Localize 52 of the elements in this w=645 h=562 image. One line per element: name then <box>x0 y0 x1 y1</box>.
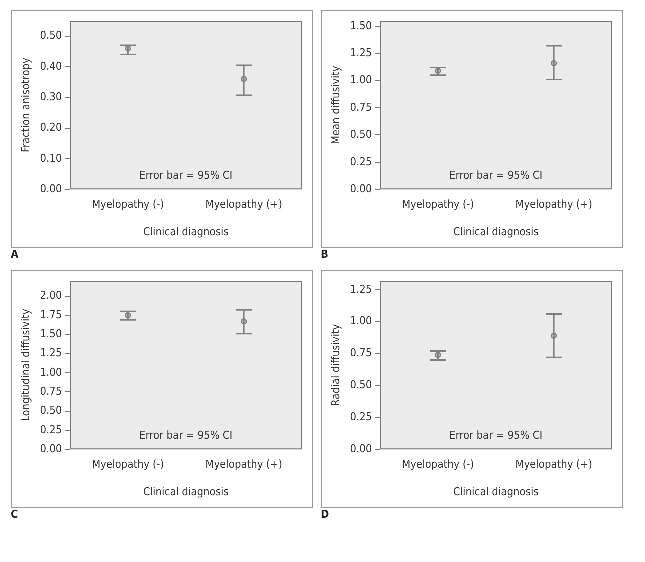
y-axis-title: Longitudinal diffusivity <box>19 308 32 422</box>
y-tick-label: 1.00 <box>350 314 372 328</box>
annotation: Error bar = 95% CI <box>140 168 233 182</box>
y-axis-title: Radial diffusivity <box>329 324 342 406</box>
y-tick-label: 0.50 <box>40 404 62 418</box>
x-tick-label: Myelopathy (+) <box>516 198 593 212</box>
y-tick-label: 1.75 <box>40 308 62 322</box>
y-tick-label: 0.50 <box>350 378 372 392</box>
y-tick-label: 0.50 <box>350 128 372 142</box>
x-axis-title: Clinical diagnosis <box>143 485 229 498</box>
y-tick-label: 1.25 <box>350 46 372 60</box>
y-tick-label: 1.50 <box>350 19 372 32</box>
y-tick-label: 1.50 <box>40 328 62 341</box>
y-axis-title: Mean diffusivity <box>329 66 342 145</box>
text: C <box>11 508 20 522</box>
y-tick-label: 0.75 <box>350 100 372 114</box>
y-tick-label: 1.25 <box>350 282 372 296</box>
y-tick-label: 0.00 <box>350 442 372 456</box>
x-tick-label: Myelopathy (-) <box>92 198 164 212</box>
text: B <box>321 248 330 262</box>
y-tick-label: 0.30 <box>40 90 62 104</box>
y-tick-label: 0.10 <box>40 152 62 165</box>
y-tick-label: 0.00 <box>40 442 62 456</box>
text: A <box>11 248 20 262</box>
y-axis-title: Fraction anisotropy <box>19 58 32 153</box>
x-tick-label: Myelopathy (-) <box>92 458 164 472</box>
y-tick-label: 0.25 <box>40 423 62 436</box>
y-tick-label: 1.00 <box>350 74 372 87</box>
y-tick-label: 0.20 <box>40 121 62 134</box>
annotation: Error bar = 95% CI <box>450 168 543 182</box>
y-tick-label: 0.40 <box>40 60 62 73</box>
x-tick-label: Myelopathy (-) <box>402 458 474 472</box>
x-axis-title: Clinical diagnosis <box>453 225 539 238</box>
x-tick-label: Myelopathy (+) <box>516 458 593 472</box>
annotation: Error bar = 95% CI <box>450 428 543 442</box>
y-tick-label: 1.00 <box>40 366 62 379</box>
y-tick-label: 0.75 <box>350 346 372 360</box>
x-axis-title: Clinical diagnosis <box>453 485 539 498</box>
y-tick-label: 0.75 <box>40 384 62 398</box>
y-tick-label: 0.00 <box>350 182 372 196</box>
x-axis-title: Clinical diagnosis <box>143 225 229 238</box>
y-tick-label: 0.00 <box>40 182 62 196</box>
y-tick-label: 1.25 <box>40 346 62 360</box>
y-tick-label: 2.00 <box>40 289 62 302</box>
text: D <box>321 508 330 522</box>
y-tick-label: 0.25 <box>350 155 372 168</box>
annotation: Error bar = 95% CI <box>140 428 233 442</box>
x-tick-label: Myelopathy (-) <box>402 198 474 212</box>
y-tick-label: 0.25 <box>350 410 372 424</box>
x-tick-label: Myelopathy (+) <box>206 198 283 212</box>
y-tick-label: 0.50 <box>40 29 62 42</box>
x-tick-label: Myelopathy (+) <box>206 458 283 472</box>
